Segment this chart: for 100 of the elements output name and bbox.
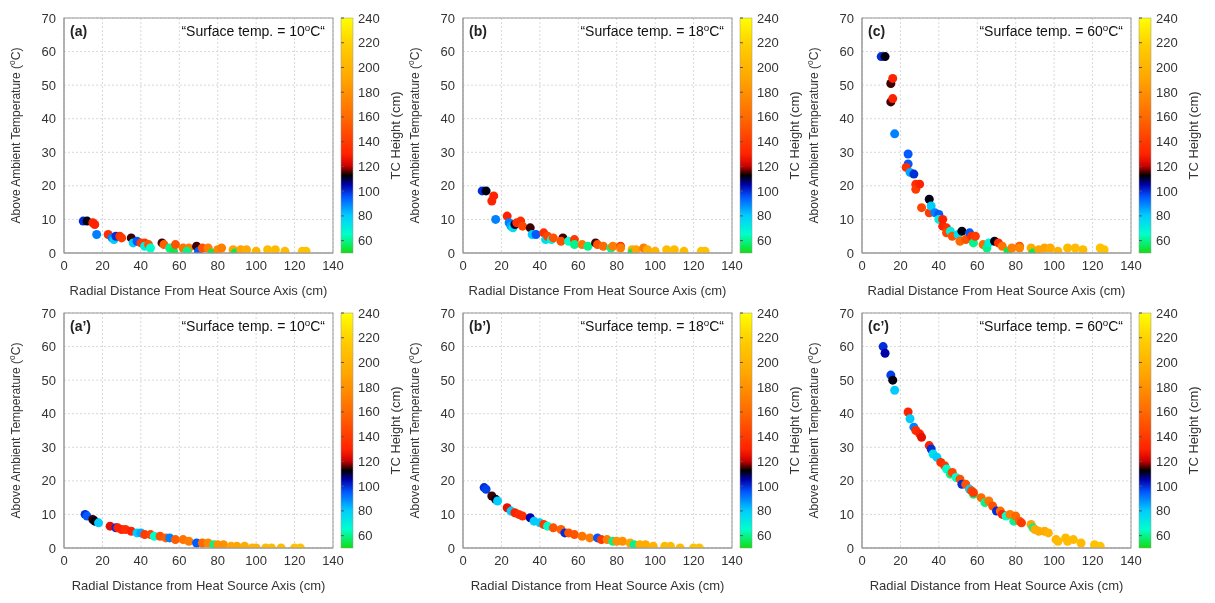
x-tick-label: 80 (1008, 258, 1023, 274)
color-bar-label: 80 (358, 208, 373, 224)
color-bar-label: 100 (757, 478, 779, 494)
color-bar-title: TC Height (cm) (787, 91, 802, 180)
y-tick-label: 40 (41, 406, 56, 422)
y-tick-label: 0 (48, 540, 56, 556)
color-bar-label: 60 (1156, 233, 1171, 249)
x-tick-label: 20 (494, 258, 509, 274)
color-bar-label: 200 (757, 354, 779, 370)
x-tick-label: 120 (682, 553, 705, 569)
y-tick-label: 70 (440, 305, 455, 321)
y-tick-label: 40 (440, 111, 455, 127)
x-tick-label: 120 (1081, 553, 1104, 569)
x-tick-label: 0 (60, 553, 68, 569)
y-tick-label: 0 (48, 245, 56, 261)
y-tick-label: 60 (839, 339, 854, 355)
color-bar-label: 100 (1156, 183, 1178, 199)
color-bar-label: 60 (1156, 528, 1171, 544)
x-tick-label: 40 (133, 553, 149, 569)
color-bar-label: 120 (1156, 453, 1178, 469)
x-tick-label: 120 (1081, 258, 1104, 274)
y-tick-label: 10 (440, 212, 455, 228)
x-tick-label: 80 (210, 553, 225, 569)
color-bar-title: TC Height (cm) (1186, 386, 1201, 475)
y-tick-label: 60 (839, 44, 854, 60)
y-tick-label: 10 (839, 507, 854, 523)
y-tick-label: 60 (440, 339, 455, 355)
x-tick-label: 140 (721, 553, 743, 569)
x-tick-label: 20 (893, 553, 908, 569)
color-bar-label: 100 (358, 183, 380, 199)
color-bar-label: 140 (1156, 134, 1178, 150)
y-tick-label: 70 (839, 305, 854, 321)
color-bar-label: 220 (757, 330, 779, 346)
annotation: (c’) (868, 318, 889, 334)
color-bar-label: 220 (358, 35, 380, 51)
x-tick-label: 80 (210, 258, 225, 274)
y-tick-label: 50 (440, 372, 455, 388)
annotation: (b’) (469, 318, 491, 334)
color-bar-label: 200 (757, 59, 779, 75)
x-axis-title: Radial Distance from Heat Source Axis (cm) (71, 578, 326, 593)
color-bar-label: 80 (757, 503, 772, 519)
x-tick-label: 80 (609, 553, 624, 569)
color-bar-label: 240 (358, 10, 380, 26)
annotation: “Surface temp. = 18$^{o}$C“ (580, 316, 725, 334)
color-bar-label: 120 (358, 158, 380, 174)
color-bar-label: 240 (757, 305, 779, 321)
x-axis-title: Radial Distance From Heat Source Axis (cm) (468, 283, 727, 298)
y-tick-label: 40 (839, 406, 854, 422)
y-tick-label: 30 (41, 439, 56, 455)
y-tick-label: 0 (846, 245, 854, 261)
color-bar-label: 240 (1156, 10, 1178, 26)
x-tick-label: 40 (931, 553, 947, 569)
y-tick-label: 60 (41, 339, 56, 355)
color-bar-label: 180 (1156, 84, 1178, 100)
color-bar-label: 100 (757, 183, 779, 199)
x-axis-title: Radial Distance from Heat Source Axis (cm) (470, 578, 725, 593)
x-tick-label: 60 (571, 258, 586, 274)
x-tick-label: 0 (60, 258, 68, 274)
y-tick-label: 0 (447, 245, 455, 261)
x-axis-title: Radial Distance From Heat Source Axis (cm) (867, 283, 1126, 298)
annotation: (c) (868, 23, 886, 39)
y-tick-label: 70 (41, 10, 56, 26)
x-tick-label: 80 (609, 258, 624, 274)
color-bar-label: 160 (757, 109, 779, 125)
x-tick-label: 0 (459, 258, 467, 274)
color-bar-label: 60 (358, 528, 373, 544)
x-tick-label: 120 (283, 258, 306, 274)
annotation: (b) (469, 23, 487, 39)
y-tick-label: 10 (41, 507, 56, 523)
color-bar-label: 240 (1156, 305, 1178, 321)
x-axis-title: Radial Distance from Heat Source Axis (cm) (869, 578, 1124, 593)
x-tick-label: 100 (644, 553, 666, 569)
color-bar-label: 140 (358, 134, 380, 150)
color-bar-label: 200 (358, 354, 380, 370)
x-tick-label: 0 (858, 258, 866, 274)
y-tick-label: 50 (839, 372, 854, 388)
annotation: “Surface temp. = 18$^{o}$C“ (580, 21, 725, 39)
x-tick-label: 60 (172, 258, 187, 274)
y-tick-label: 20 (440, 473, 455, 489)
color-bar-title: TC Height (cm) (1186, 91, 1201, 180)
annotation: “Surface temp. = 60$^{o}$C“ (979, 316, 1124, 334)
x-tick-label: 40 (931, 258, 947, 274)
x-tick-label: 100 (245, 553, 267, 569)
color-bar-label: 80 (358, 503, 373, 519)
color-bar-label: 80 (757, 208, 772, 224)
x-tick-label: 100 (245, 258, 267, 274)
color-bar-label: 120 (757, 453, 779, 469)
y-tick-label: 30 (839, 439, 854, 455)
color-bar-label: 120 (1156, 158, 1178, 174)
y-tick-label: 60 (440, 44, 455, 60)
annotation: “Surface temp. = 10$^{o}$C“ (181, 21, 326, 39)
y-tick-label: 50 (41, 77, 56, 93)
color-bar-title: TC Height (cm) (787, 386, 802, 475)
x-tick-label: 100 (1043, 553, 1065, 569)
color-bar-label: 140 (757, 429, 779, 445)
x-tick-label: 60 (970, 258, 985, 274)
x-tick-label: 40 (532, 553, 548, 569)
y-tick-label: 40 (41, 111, 56, 127)
x-tick-label: 40 (532, 258, 548, 274)
color-bar-title: TC Height (cm) (388, 91, 403, 180)
